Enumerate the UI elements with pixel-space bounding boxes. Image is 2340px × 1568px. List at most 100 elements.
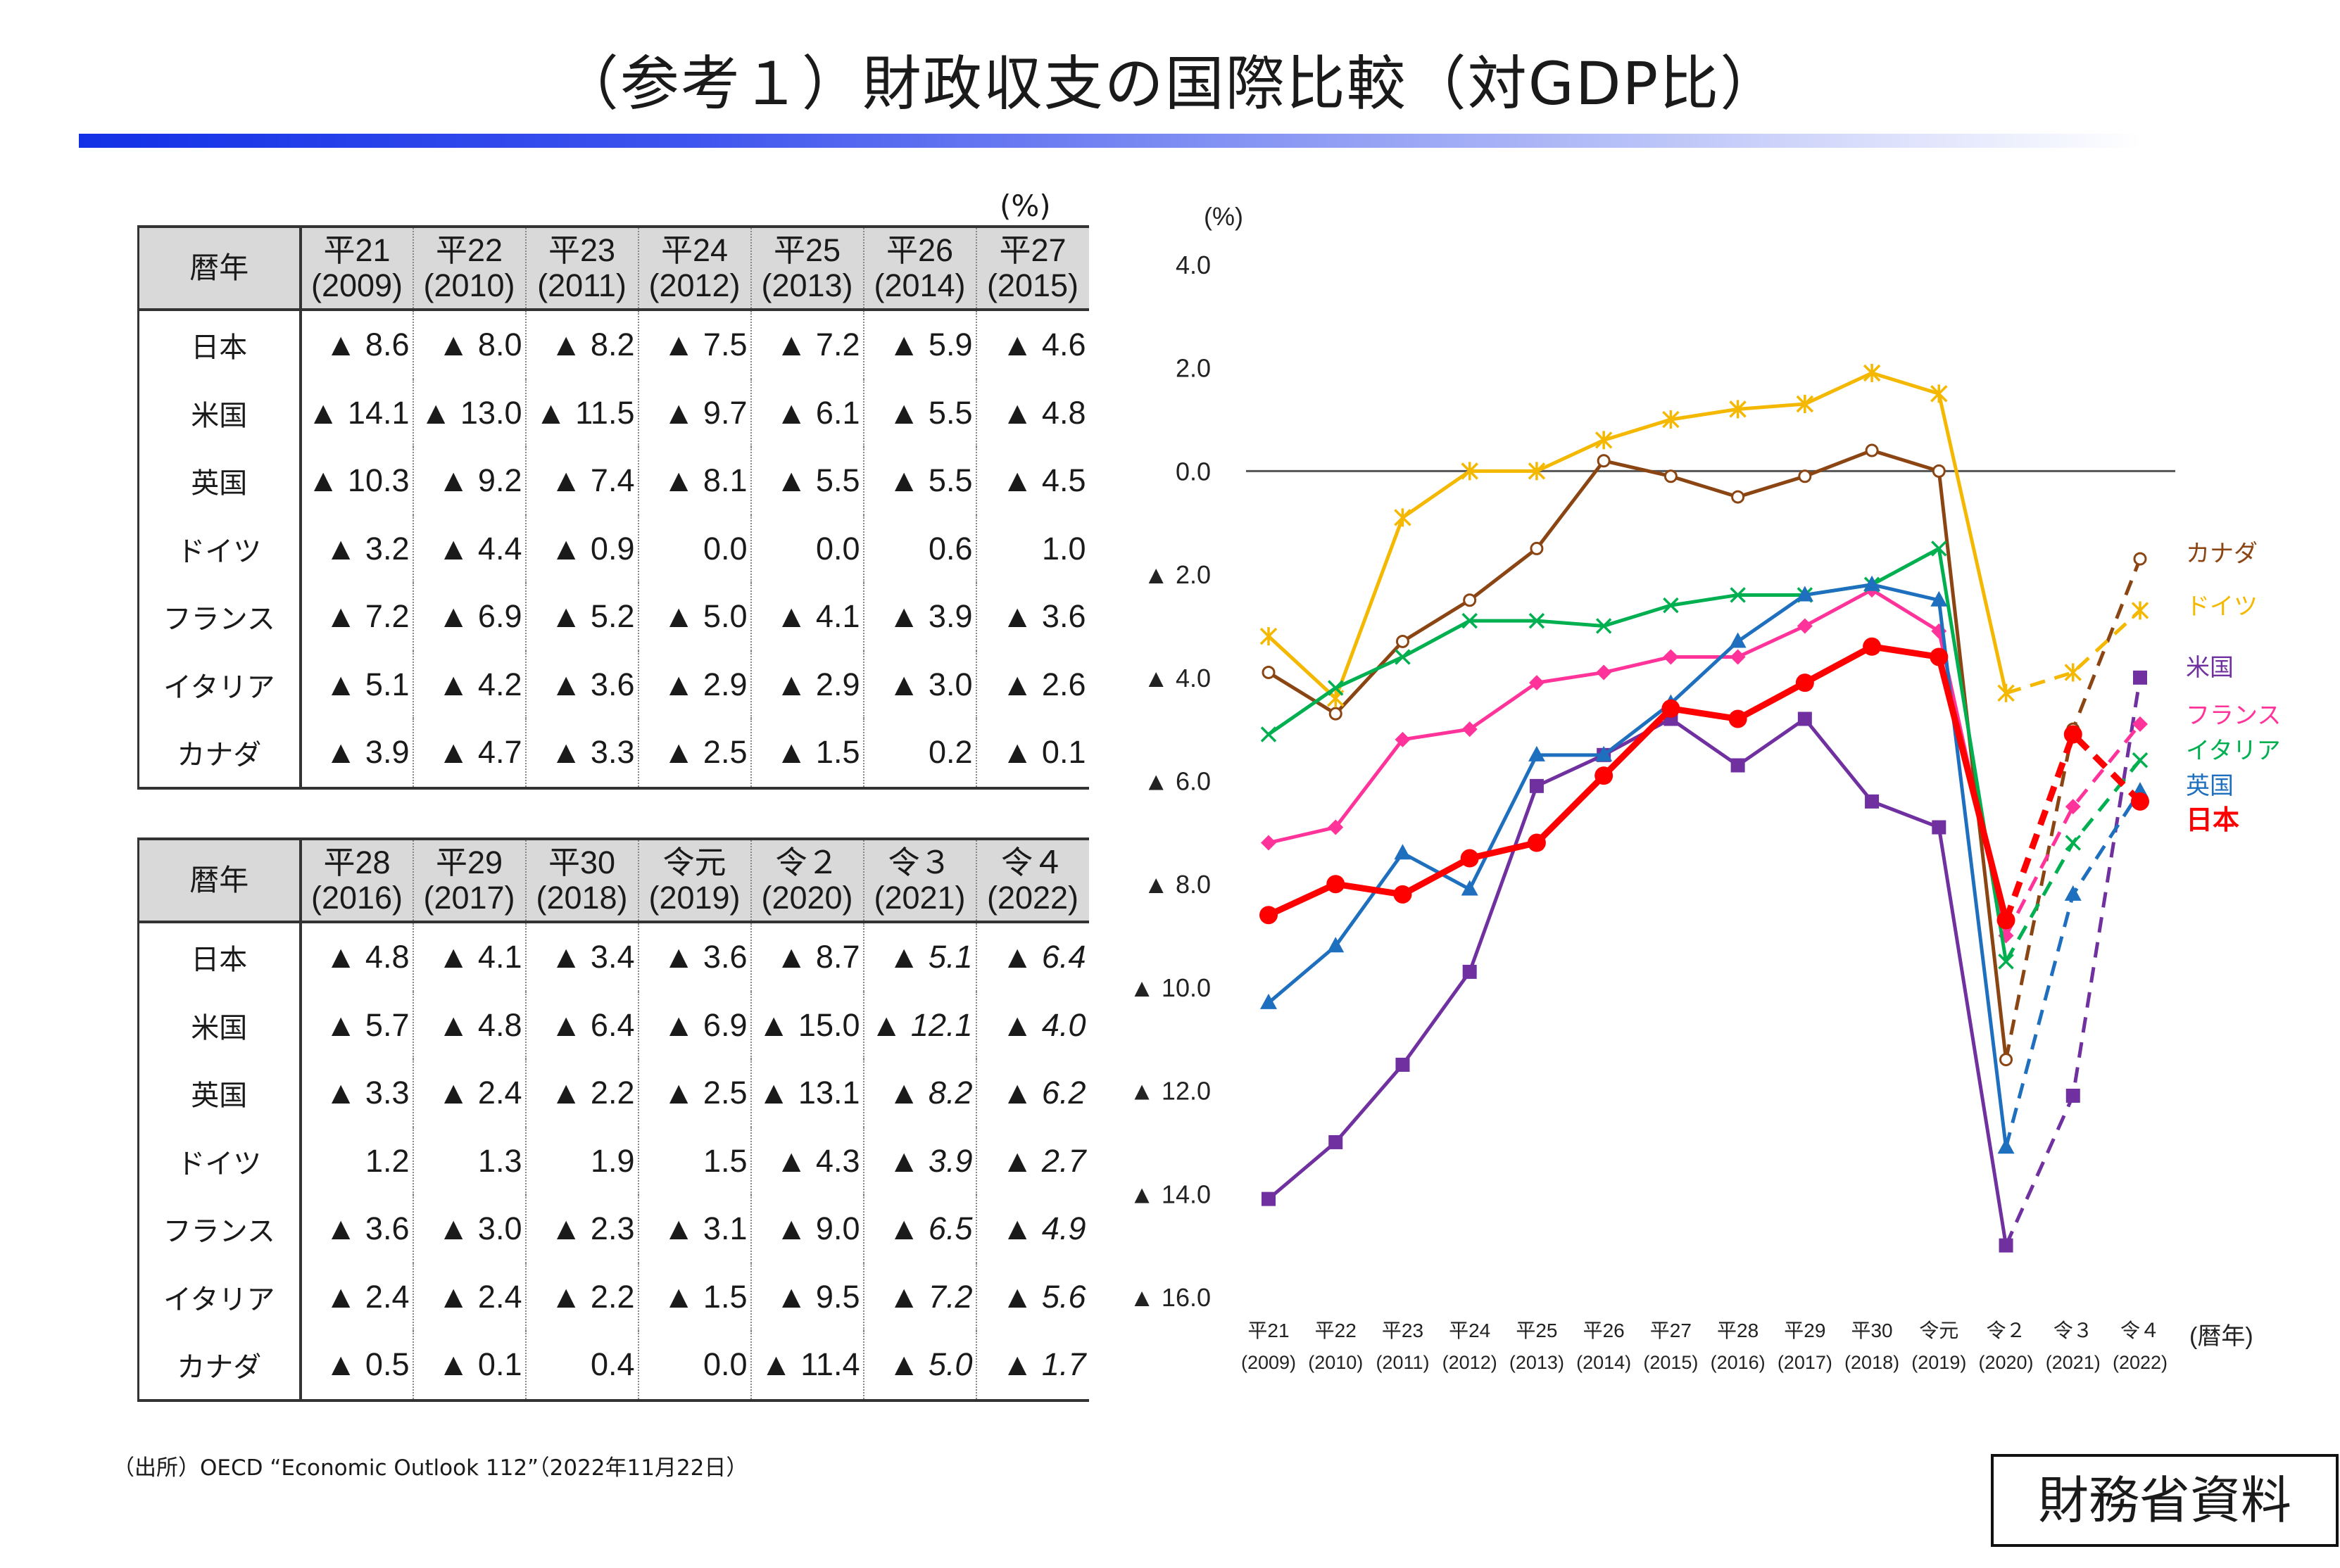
value-cell: ▲ 0.1 xyxy=(975,719,1089,790)
table-row: 英国 ▲ 10.3 ▲ 9.2 ▲ 7.4 ▲ 8.1 ▲ 5.5 ▲ 5.5 ▲ 4.5 xyxy=(137,447,1089,515)
data-point xyxy=(2063,725,2082,744)
data-point xyxy=(1461,721,1478,738)
value-cell: ▲ 5.2 xyxy=(524,583,639,651)
x-tick-label: 平21 xyxy=(1247,1320,1289,1341)
year-ad-label: (2017) xyxy=(423,880,515,916)
data-point xyxy=(1395,634,1409,648)
value-cell: ▲ 11.4 xyxy=(750,1331,864,1402)
value-cell: 0.0 xyxy=(637,1331,751,1402)
value-cell: 0.0 xyxy=(637,514,751,583)
value-cell: ▲ 12.1 xyxy=(862,991,976,1059)
data-point xyxy=(1328,707,1342,721)
x-tick-year-label: (2011) xyxy=(1376,1352,1429,1373)
data-point xyxy=(1997,683,2015,702)
year-ad-label: (2013) xyxy=(761,267,853,303)
data-point xyxy=(1863,637,1882,656)
data-point xyxy=(1931,540,1947,557)
value-cell: ▲ 8.6 xyxy=(299,310,413,379)
value-cell: ▲ 4.1 xyxy=(412,922,526,992)
value-cell: ▲ 1.5 xyxy=(637,1263,751,1331)
year-ad-label: (2022) xyxy=(986,880,1079,916)
data-point xyxy=(1461,880,1478,896)
value-cell: ▲ 5.5 xyxy=(862,447,976,515)
y-tick-label: ▲ 10.0 xyxy=(1129,973,1211,1002)
data-point xyxy=(1527,833,1546,852)
data-point xyxy=(2131,792,2149,811)
series-line-solid xyxy=(1267,643,2009,921)
value-cell: ▲ 9.5 xyxy=(750,1263,864,1331)
country-name-cell: イタリア xyxy=(137,1263,302,1331)
value-cell: ▲ 2.4 xyxy=(299,1263,413,1331)
data-point xyxy=(1729,400,1747,419)
value-cell: ▲ 2.9 xyxy=(750,650,864,719)
data-point xyxy=(1260,726,1277,742)
table-header-row: 暦年 平21 (2009) 平22 (2010) 平23 (2011) 平24 (2012) 平… xyxy=(137,225,1089,311)
x-tick-year-label: (2021) xyxy=(2046,1352,2101,1373)
value-cell: ▲ 3.2 xyxy=(299,514,413,583)
x-tick-year-label: (2014) xyxy=(1576,1352,1631,1373)
year-header: 令２ (2020) xyxy=(750,837,864,923)
x-tick-label: 平29 xyxy=(1784,1320,1825,1341)
value-cell: ▲ 3.0 xyxy=(412,1195,526,1263)
value-cell: ▲ 3.6 xyxy=(975,583,1089,651)
data-point xyxy=(2065,799,2081,815)
year-era-label: 令３ xyxy=(888,845,952,880)
data-point xyxy=(1930,647,1949,666)
data-point xyxy=(2133,670,2147,685)
value-cell: ▲ 3.0 xyxy=(862,650,976,719)
x-tick-year-label: (2016) xyxy=(1711,1352,1766,1373)
series-line-forecast xyxy=(2005,609,2141,695)
data-point xyxy=(1463,593,1477,607)
data-point xyxy=(1731,490,1745,504)
value-cell: 1.9 xyxy=(524,1127,639,1195)
year-era-label: 平27 xyxy=(999,232,1067,268)
value-cell: ▲ 4.3 xyxy=(750,1127,864,1195)
x-tick-year-label: (2012) xyxy=(1442,1352,1497,1373)
y-tick-label: ▲ 16.0 xyxy=(1129,1283,1211,1312)
data-point xyxy=(1462,964,1477,979)
data-point xyxy=(2133,552,2147,566)
x-tick-year-label: (2013) xyxy=(1509,1352,1564,1373)
year-header: 平21 (2009) xyxy=(299,225,413,311)
data-point xyxy=(1998,953,2014,970)
table-row: 日本 ▲ 8.6 ▲ 8.0 ▲ 8.2 ▲ 7.5 ▲ 7.2 ▲ 5.9 ▲ 4.6 xyxy=(137,310,1089,379)
data-point xyxy=(1394,844,1411,860)
table-row: 米国 ▲ 5.7 ▲ 4.8 ▲ 6.4 ▲ 6.9 ▲ 15.0 ▲ 12.1 ▲ 4.0 xyxy=(137,991,1089,1059)
x-tick-label: 平26 xyxy=(1583,1320,1625,1341)
table-unit-label: (%) xyxy=(1000,189,1051,223)
value-cell: ▲ 3.4 xyxy=(524,922,639,992)
y-axis-unit-label: (%) xyxy=(1204,202,1243,231)
data-point xyxy=(1596,664,1612,681)
data-point xyxy=(2064,663,2082,682)
value-cell: ▲ 8.7 xyxy=(750,922,864,992)
table-header-row: 暦年 平28 (2016) 平29 (2017) 平30 (2018) 令元 (2019) 令２… xyxy=(137,837,1089,923)
value-cell: 0.2 xyxy=(862,719,976,790)
data-point xyxy=(1797,712,1812,726)
year-ad-label: (2018) xyxy=(536,880,628,916)
value-cell: ▲ 7.5 xyxy=(637,310,751,379)
x-tick-year-label: (2018) xyxy=(1844,1352,1899,1373)
value-cell: ▲ 2.4 xyxy=(412,1263,526,1331)
value-cell: ▲ 3.6 xyxy=(637,922,751,992)
value-cell: ▲ 6.4 xyxy=(975,922,1089,992)
data-point xyxy=(1260,993,1277,1009)
year-ad-label: (2014) xyxy=(874,267,966,303)
x-tick-year-label: (2009) xyxy=(1241,1352,1296,1373)
series-line-solid xyxy=(1267,716,2008,1246)
value-cell: ▲ 7.2 xyxy=(862,1263,976,1331)
data-point xyxy=(1528,675,1545,691)
year-header: 平29 (2017) xyxy=(412,837,526,923)
data-point xyxy=(1662,410,1680,429)
value-cell: ▲ 3.3 xyxy=(524,719,639,790)
value-cell: ▲ 3.1 xyxy=(637,1195,751,1263)
country-name-cell: イタリア xyxy=(137,650,302,719)
value-cell: ▲ 13.0 xyxy=(412,379,526,447)
data-point xyxy=(1796,395,1814,414)
y-tick-label: ▲ 2.0 xyxy=(1143,560,1211,589)
x-tick-label: 平27 xyxy=(1650,1320,1692,1341)
data-point xyxy=(1528,462,1546,481)
value-cell: ▲ 1.5 xyxy=(750,719,864,790)
data-point xyxy=(1262,665,1276,679)
data-point xyxy=(1730,758,1745,773)
country-name-cell: 日本 xyxy=(137,922,302,992)
